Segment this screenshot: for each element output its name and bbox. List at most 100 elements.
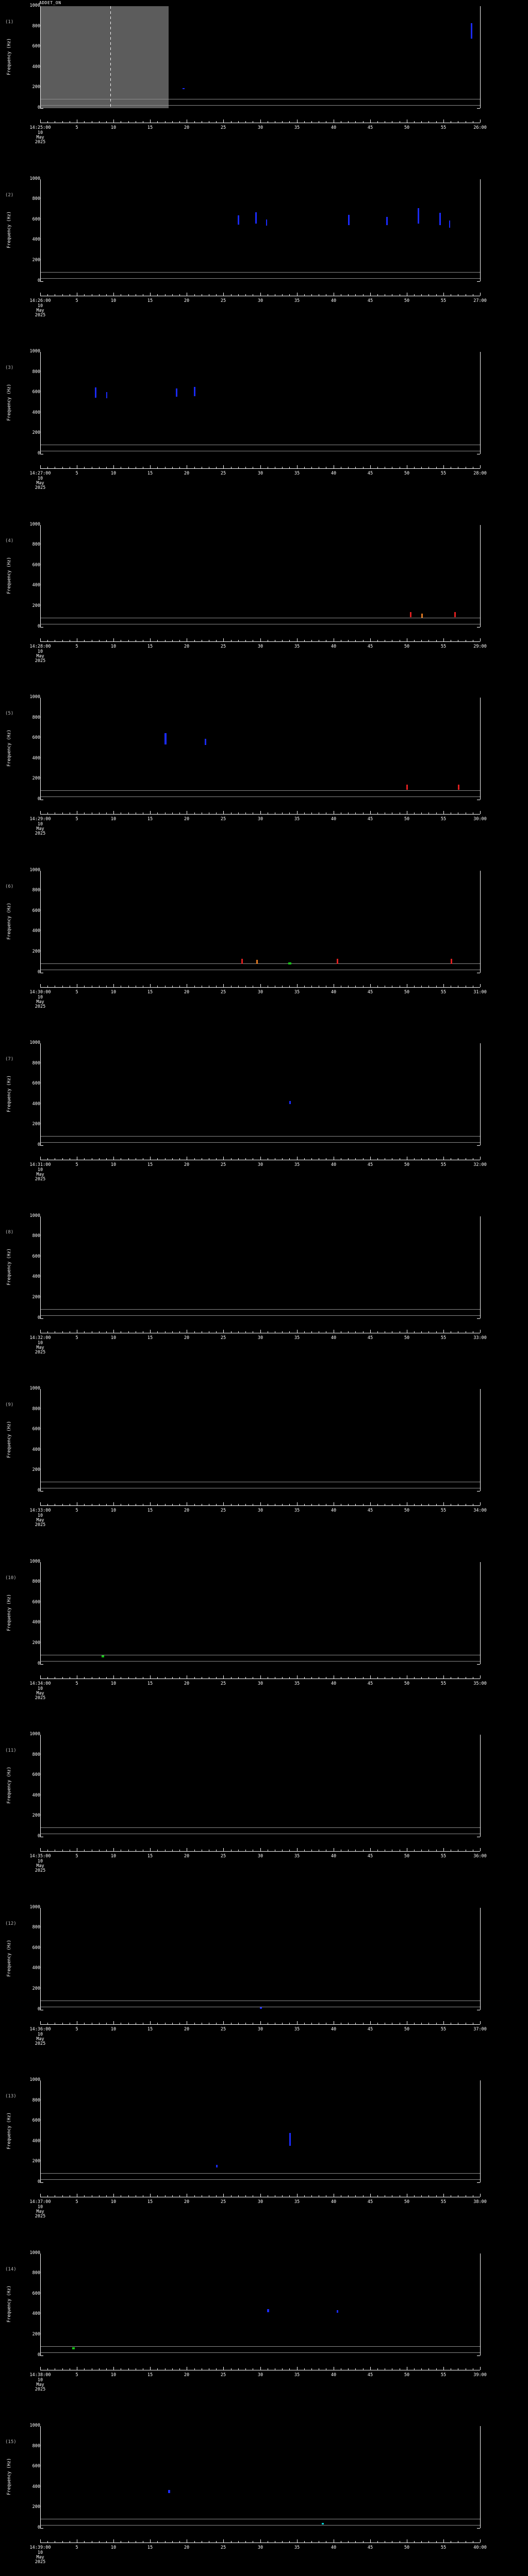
x-tick: [62, 2195, 63, 2197]
x-tick: [355, 1158, 356, 1160]
detection-marker[interactable]: [267, 2309, 269, 2312]
detection-marker[interactable]: [406, 785, 408, 790]
x-tick: [223, 120, 224, 123]
x-tick: [282, 2195, 283, 2197]
detection-marker[interactable]: [337, 958, 338, 964]
x-tick: [150, 292, 151, 296]
detection-marker[interactable]: [164, 733, 167, 744]
detection-marker[interactable]: [337, 2310, 338, 2313]
detection-marker[interactable]: [238, 215, 239, 225]
x-tick: [245, 1850, 246, 1851]
x-tick: [99, 1676, 100, 1679]
x-tick: [370, 465, 371, 468]
detection-marker[interactable]: [106, 392, 107, 398]
x-tick: [370, 1675, 371, 1679]
x-tick: [260, 2194, 261, 2197]
x-tick: [289, 2195, 290, 2197]
x-tick: [370, 1502, 371, 1505]
detection-marker[interactable]: [102, 1655, 104, 1657]
x-tick: [216, 2368, 217, 2370]
x-tick: [106, 985, 107, 987]
panel-index: (4): [5, 538, 14, 544]
x-axis-date-part: May: [36, 135, 44, 140]
plot-area: [41, 1389, 480, 1491]
detection-marker[interactable]: [266, 219, 267, 226]
detection-marker[interactable]: [183, 88, 185, 89]
detection-marker[interactable]: [260, 2007, 262, 2009]
x-tick: [443, 811, 444, 814]
y-tick-label: 1000: [29, 3, 40, 8]
y-axis-spine-right: [480, 352, 481, 454]
detection-marker[interactable]: [454, 612, 456, 617]
x-axis-date-part: May: [36, 1172, 44, 1177]
x-axis-start-label: 14:32:00: [29, 1335, 51, 1341]
x-tick: [304, 1158, 305, 1160]
x-tick: [223, 1502, 224, 1505]
detection-marker[interactable]: [421, 613, 423, 618]
x-tick-label: 25: [220, 989, 226, 995]
detection-marker[interactable]: [289, 2133, 291, 2146]
x-tick: [157, 1331, 158, 1333]
x-tick: [428, 1331, 429, 1333]
x-tick: [377, 2368, 378, 2370]
y-tick: [40, 2355, 43, 2356]
x-tick: [99, 467, 100, 468]
detection-marker[interactable]: [241, 958, 243, 964]
y-tick-label: 600: [32, 1427, 40, 1432]
x-tick: [370, 638, 371, 641]
y-tick-label: 400: [32, 755, 40, 761]
detection-marker[interactable]: [322, 2523, 324, 2524]
detection-marker[interactable]: [95, 387, 96, 398]
y-tick: [40, 2528, 43, 2529]
y-tick-label: 200: [32, 2504, 40, 2510]
detection-marker[interactable]: [439, 212, 441, 225]
detection-marker[interactable]: [255, 212, 257, 224]
x-tick: [414, 2195, 415, 2197]
x-tick: [216, 1158, 217, 1160]
detection-marker[interactable]: [205, 739, 206, 745]
x-tick: [289, 1158, 290, 1160]
x-axis-date-part: 2025: [35, 1868, 46, 1873]
x-tick: [128, 2541, 129, 2543]
x-tick-label: 35: [294, 2199, 300, 2205]
detection-marker[interactable]: [451, 958, 452, 964]
x-tick: [370, 120, 371, 123]
detection-marker[interactable]: [176, 388, 177, 397]
band-line: [41, 2179, 480, 2180]
detection-marker[interactable]: [288, 962, 291, 964]
x-tick: [289, 467, 290, 468]
detection-marker[interactable]: [471, 23, 472, 39]
detection-marker[interactable]: [458, 785, 459, 790]
x-tick-label: 25: [220, 2026, 226, 2032]
x-tick: [106, 121, 107, 123]
detection-marker[interactable]: [386, 216, 388, 225]
x-tick: [150, 1157, 151, 1160]
detection-marker[interactable]: [348, 214, 350, 225]
detection-marker[interactable]: [256, 959, 258, 964]
detection-marker[interactable]: [418, 208, 419, 224]
panel: (6) Frequency (Hz) 0 200 400 600 800 1000 14:30:…: [0, 868, 528, 1044]
detection-marker[interactable]: [289, 1101, 291, 1104]
x-tick-label: 35: [294, 471, 300, 476]
detection-marker[interactable]: [72, 2347, 75, 2349]
x-tick: [428, 1158, 429, 1160]
x-tick: [282, 121, 283, 123]
x-tick: [179, 1158, 180, 1160]
x-tick-label: 55: [440, 1854, 447, 1859]
x-tick: [231, 2541, 232, 2543]
x-tick: [377, 1850, 378, 1851]
panel-index: (7): [5, 1057, 14, 1062]
detection-marker[interactable]: [449, 220, 450, 228]
detection-marker[interactable]: [216, 2165, 218, 2167]
detection-marker[interactable]: [194, 387, 195, 396]
x-tick: [421, 2541, 422, 2543]
x-axis-date-part: 10: [37, 649, 43, 654]
x-tick: [363, 985, 364, 987]
x-tick: [370, 1848, 371, 1851]
x-tick-label: 40: [331, 2372, 337, 2378]
x-tick-label: 35: [294, 1508, 300, 1513]
detection-marker[interactable]: [168, 2490, 170, 2493]
y-tick-label: 200: [32, 2331, 40, 2337]
x-tick: [84, 121, 85, 123]
detection-marker[interactable]: [410, 612, 411, 617]
